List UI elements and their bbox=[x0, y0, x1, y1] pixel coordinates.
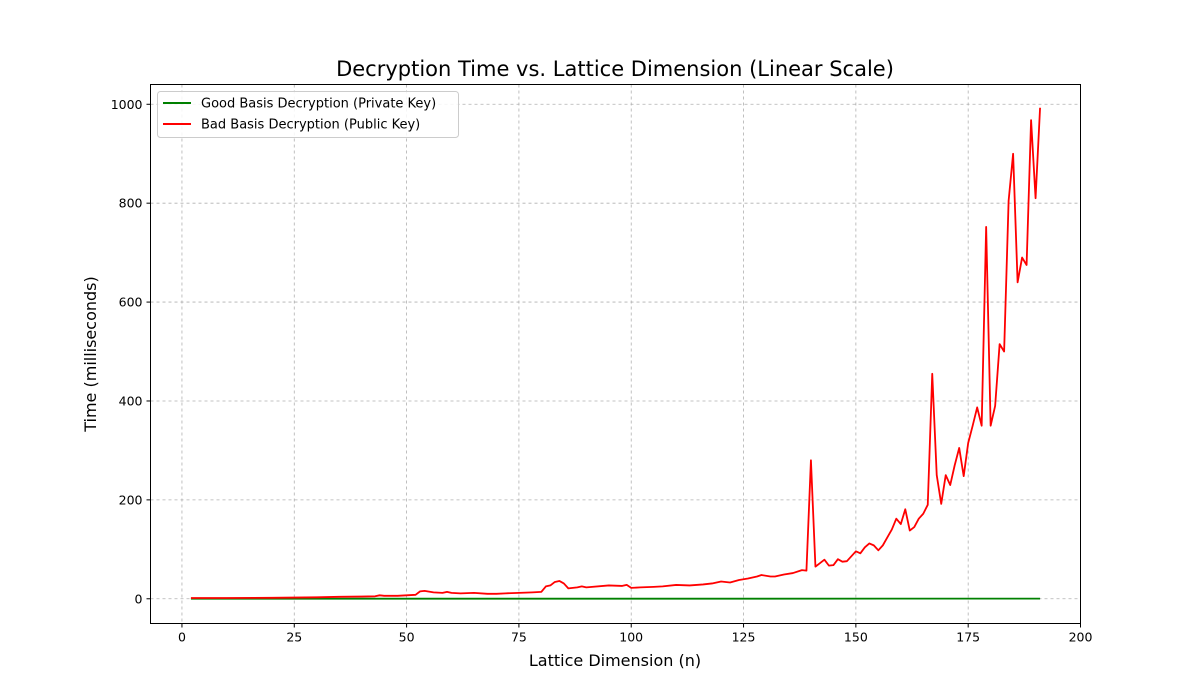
x-tick-label: 50 bbox=[399, 630, 415, 645]
series-line-bad-basis bbox=[190, 107, 1041, 599]
y-tick-label: 400 bbox=[119, 393, 143, 408]
x-tick-label: 75 bbox=[511, 630, 527, 645]
y-tick-label: 0 bbox=[135, 591, 143, 606]
y-tick-label: 200 bbox=[119, 492, 143, 507]
y-tick-label: 1000 bbox=[111, 97, 143, 112]
chart-title: Decryption Time vs. Lattice Dimension (L… bbox=[336, 57, 894, 81]
x-tick-label: 100 bbox=[619, 630, 643, 645]
x-tick-label: 175 bbox=[956, 630, 980, 645]
x-tick-label: 0 bbox=[178, 630, 186, 645]
x-tick-label: 25 bbox=[286, 630, 302, 645]
x-tick-label: 125 bbox=[732, 630, 756, 645]
y-tick-label: 600 bbox=[119, 295, 143, 310]
legend: Good Basis Decryption (Private Key) Bad … bbox=[157, 91, 459, 138]
legend-box bbox=[157, 91, 459, 138]
series-layer bbox=[190, 107, 1041, 600]
plot-frame bbox=[150, 84, 1081, 624]
x-axis-title: Lattice Dimension (n) bbox=[529, 651, 701, 670]
tick-layer: 0 25 50 75 100 125 150 175 200 0 200 400 600 800 1000 bbox=[111, 97, 1093, 645]
y-tick-label: 800 bbox=[119, 196, 143, 211]
legend-label-good-basis: Good Basis Decryption (Private Key) bbox=[201, 97, 436, 112]
y-axis-title: Time (milliseconds) bbox=[81, 276, 100, 433]
x-tick-label: 150 bbox=[844, 630, 868, 645]
legend-label-bad-basis: Bad Basis Decryption (Public Key) bbox=[201, 118, 420, 133]
x-tick-label: 200 bbox=[1069, 630, 1093, 645]
